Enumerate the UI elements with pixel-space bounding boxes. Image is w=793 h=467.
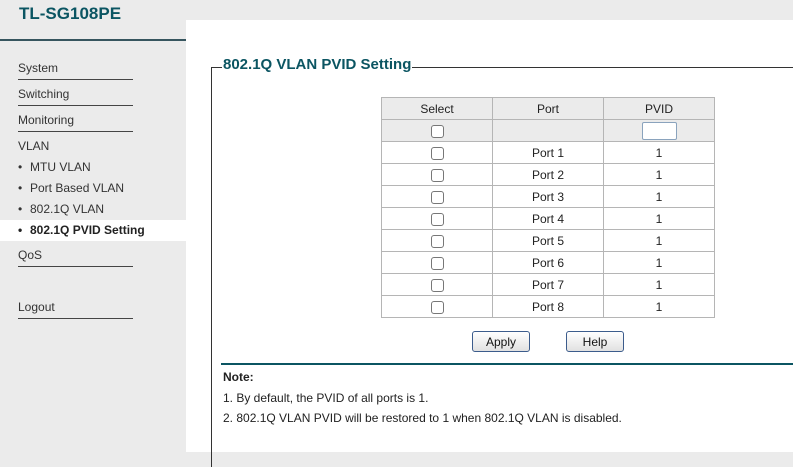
header-select: Select — [381, 97, 493, 120]
port-checkbox[interactable] — [430, 278, 444, 292]
fieldset-frame — [211, 67, 793, 467]
sidebar-sub-mtu-vlan[interactable]: • MTU VLAN — [18, 160, 91, 174]
port-name: Port 3 — [492, 185, 604, 208]
port-checkbox[interactable] — [430, 234, 444, 248]
port-checkbox[interactable] — [430, 190, 444, 204]
port-name: Port 7 — [492, 273, 604, 296]
header-divider — [0, 39, 186, 41]
page-title: 802.1Q VLAN PVID Setting — [222, 56, 413, 73]
pvid-value: 1 — [603, 273, 715, 296]
divider — [221, 363, 793, 365]
main-content: 802.1Q VLAN PVID Setting Select Port PVI… — [186, 20, 793, 467]
pvid-value: 1 — [603, 163, 715, 186]
note-title: Note: — [223, 370, 254, 384]
select-all-checkbox[interactable] — [430, 124, 444, 138]
port-name: Port 6 — [492, 251, 604, 274]
pvid-value: 1 — [603, 295, 715, 318]
apply-button[interactable]: Apply — [472, 331, 530, 352]
port-checkbox[interactable] — [430, 256, 444, 270]
port-checkbox[interactable] — [430, 212, 444, 226]
sidebar-item-switching[interactable]: Switching — [18, 87, 133, 106]
sidebar-item-qos[interactable]: QoS — [18, 248, 133, 267]
table-header-row: Select Port PVID — [381, 97, 715, 120]
pvid-table: Select Port PVID Port 1 1 Port 2 1 Port 3 1 Po… — [381, 97, 715, 318]
header-port: Port — [492, 97, 604, 120]
logo: TL-SG108PE — [19, 4, 122, 23]
pvid-value: 1 — [603, 229, 715, 252]
port-checkbox[interactable] — [430, 168, 444, 182]
pvid-value: 1 — [603, 141, 715, 164]
sidebar-item-logout[interactable]: Logout — [18, 300, 133, 319]
bulk-edit-row — [381, 119, 715, 142]
port-name: Port 5 — [492, 229, 604, 252]
port-checkbox[interactable] — [430, 300, 444, 314]
header-pvid: PVID — [603, 97, 715, 120]
port-name: Port 4 — [492, 207, 604, 230]
pvid-value: 1 — [603, 251, 715, 274]
sidebar-item-monitoring[interactable]: Monitoring — [18, 113, 133, 132]
port-name: Port 8 — [492, 295, 604, 318]
pvid-input[interactable] — [641, 121, 677, 140]
pvid-value: 1 — [603, 207, 715, 230]
sidebar-item-vlan[interactable]: VLAN — [18, 139, 50, 153]
sidebar-sub-pvid-setting[interactable]: • 802.1Q PVID Setting — [0, 220, 186, 241]
sidebar-sub-8021q-vlan[interactable]: • 802.1Q VLAN — [18, 202, 105, 216]
sidebar-item-system[interactable]: System — [18, 61, 133, 80]
port-checkbox[interactable] — [430, 146, 444, 160]
note-2: 2. 802.1Q VLAN PVID will be restored to … — [223, 411, 622, 425]
note-1: 1. By default, the PVID of all ports is … — [223, 391, 429, 405]
pvid-value: 1 — [603, 185, 715, 208]
sidebar-sub-port-based-vlan[interactable]: • Port Based VLAN — [18, 181, 125, 195]
port-name: Port 2 — [492, 163, 604, 186]
port-name: Port 1 — [492, 141, 604, 164]
help-button[interactable]: Help — [566, 331, 624, 352]
